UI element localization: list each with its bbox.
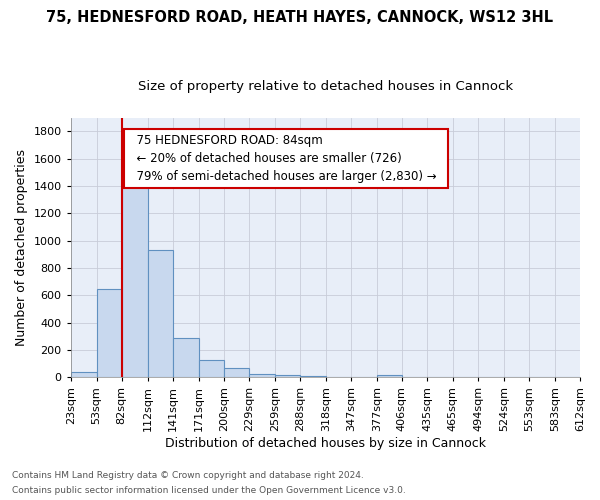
Bar (300, 376, 326, 378)
Bar (97, 288, 122, 378)
Y-axis label: Number of detached properties: Number of detached properties (15, 149, 28, 346)
Text: Contains public sector information licensed under the Open Government Licence v3: Contains public sector information licen… (12, 486, 406, 495)
Bar (224, 368, 249, 378)
Bar (148, 250, 173, 378)
Bar (199, 360, 224, 378)
X-axis label: Distribution of detached houses by size in Cannock: Distribution of detached houses by size … (165, 437, 486, 450)
Bar (122, 176, 148, 378)
Bar (71, 372, 97, 378)
Text: Contains HM Land Registry data © Crown copyright and database right 2024.: Contains HM Land Registry data © Crown c… (12, 471, 364, 480)
Bar (249, 374, 275, 378)
Text: 75 HEDNESFORD ROAD: 84sqm  
  ← 20% of detached houses are smaller (726)  
  79%: 75 HEDNESFORD ROAD: 84sqm ← 20% of detac… (128, 134, 444, 183)
Bar (377, 375, 402, 378)
Bar (173, 338, 199, 378)
Bar (275, 375, 300, 378)
Title: Size of property relative to detached houses in Cannock: Size of property relative to detached ho… (138, 80, 513, 93)
Text: 75, HEDNESFORD ROAD, HEATH HAYES, CANNOCK, WS12 3HL: 75, HEDNESFORD ROAD, HEATH HAYES, CANNOC… (46, 10, 554, 25)
Bar (326, 376, 351, 378)
